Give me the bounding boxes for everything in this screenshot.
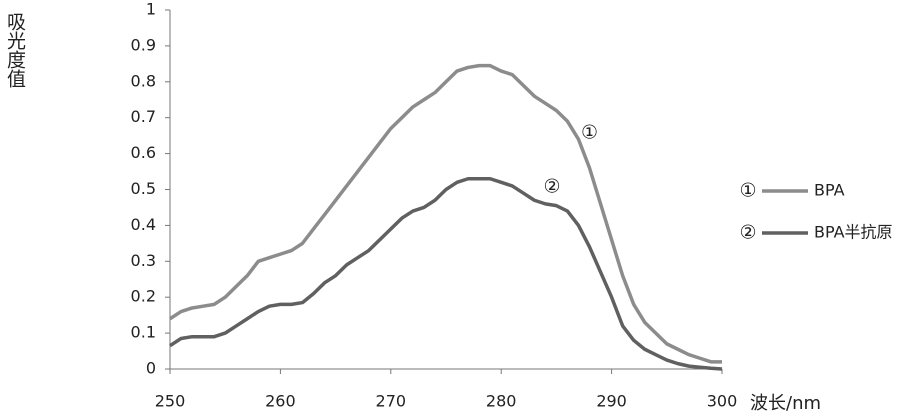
legend-label: BPA半抗原 (814, 223, 893, 242)
legend-label: BPA (814, 181, 845, 200)
y-tick-label: 0.7 (131, 107, 156, 126)
y-tick-label: 0.4 (131, 215, 156, 234)
y-tick-label: 0.8 (131, 71, 156, 90)
x-tick-label: 290 (596, 392, 627, 411)
y-tick-label: 0.5 (131, 179, 156, 198)
x-tick-label: 280 (486, 392, 517, 411)
x-tick-label: 300 (707, 392, 738, 411)
x-tick-label: 260 (265, 392, 296, 411)
y-tick-label: 0 (146, 359, 156, 378)
y-tick-label: 0.1 (131, 323, 156, 342)
y-tick-label: 1 (146, 0, 156, 19)
chart: 吸光度值 波长/nm 0 0.1 0.2 0.3 0.4 0.5 0.6 0.7 0.8 0.9 1… (0, 0, 913, 416)
legend-marker: ② (739, 222, 756, 244)
line-series (170, 66, 722, 362)
y-tick-label: 0.9 (131, 35, 156, 54)
annotation: ① (581, 122, 598, 144)
line-series (170, 179, 722, 369)
annotation: ② (543, 175, 560, 197)
y-tick-label: 0.3 (131, 251, 156, 270)
x-tick-label: 250 (155, 392, 186, 411)
x-axis-title: 波长/nm (750, 393, 821, 414)
y-tick-label: 0.2 (131, 287, 156, 306)
y-tick-label: 0.6 (131, 143, 156, 162)
legend-marker: ① (739, 180, 756, 202)
y-axis-title: 吸光度值 (4, 12, 26, 88)
x-tick-label: 270 (376, 392, 407, 411)
